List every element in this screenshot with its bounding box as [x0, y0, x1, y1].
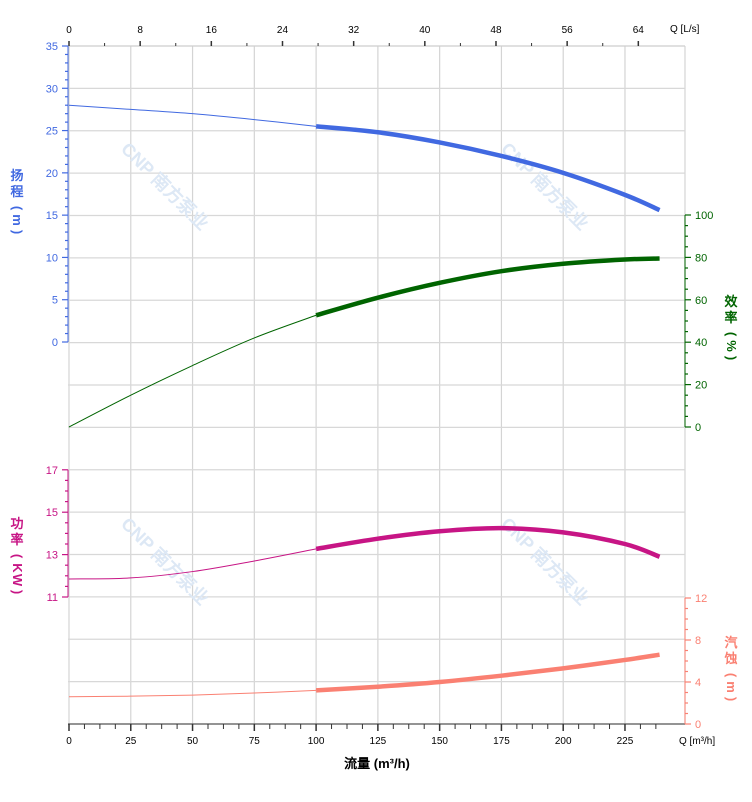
efficiency-axis-title-char: ( — [724, 332, 739, 337]
x-tick-label: 100 — [308, 736, 325, 747]
grid — [68, 45, 686, 725]
x2-tick-label: 16 — [206, 25, 218, 36]
axis-titles: 流量 (m³/h) Q [m³/h] Q [L/s] — [344, 24, 715, 771]
npsh-tick-label: 8 — [695, 635, 701, 647]
head-tick-label: 25 — [46, 126, 58, 138]
npsh-axis-title-char: 蚀 — [723, 651, 737, 666]
x-tick-label: 125 — [370, 736, 387, 747]
npsh-curve-thin — [68, 689, 317, 698]
head-curve-operating — [315, 124, 661, 213]
npsh-axis-title-char: m — [724, 681, 739, 693]
efficiency-axis-title-char: % — [724, 340, 739, 352]
power-axis-title-char: 功 — [10, 516, 23, 531]
x2-axis-end-label: Q [L/s] — [670, 24, 700, 35]
x2-tick-label: 48 — [490, 25, 502, 36]
efficiency-tick-label: 60 — [695, 295, 707, 307]
x2-tick-label: 8 — [137, 25, 143, 36]
watermark-logo: CNP 南方泵业 — [497, 138, 593, 234]
x2-tick-label: 24 — [277, 25, 289, 36]
vertical-axis-titles: 扬程(m)效率(%)功率(KW)汽蚀(m) — [10, 168, 739, 701]
efficiency-tick-label: 20 — [695, 380, 707, 392]
npsh-tick-label: 12 — [695, 593, 707, 605]
power-tick-label: 11 — [47, 592, 58, 604]
power-tick-label: 15 — [46, 507, 58, 519]
x2-tick-label: 64 — [633, 25, 645, 36]
npsh-axis-title-char: 汽 — [724, 635, 737, 650]
x2-tick-label: 0 — [66, 25, 72, 36]
power-tick-label: 13 — [46, 550, 58, 562]
watermark-logo: CNP 南方泵业 — [117, 513, 213, 609]
x-axis-end-label: Q [m³/h] — [679, 736, 715, 747]
head-curve-thin — [68, 104, 317, 127]
head-tick-label: 20 — [46, 168, 58, 180]
efficiency-axis-title-char: 率 — [724, 310, 737, 325]
head-tick-label: 15 — [46, 210, 58, 222]
curves — [68, 104, 661, 698]
x-tick-label: 200 — [555, 736, 572, 747]
power-axis-title-char: W — [10, 574, 25, 587]
efficiency-curve-operating — [315, 256, 660, 318]
power-axis-title-char: ( — [10, 554, 25, 559]
head-tick-label: 10 — [46, 252, 58, 264]
head-axis-title-char: 扬 — [10, 168, 23, 183]
head-axis-title-char: m — [10, 214, 25, 226]
head-axis-title-char: ( — [10, 206, 25, 211]
efficiency-curve-thin — [68, 314, 317, 428]
npsh-tick-label: 4 — [695, 677, 701, 689]
npsh-axis-title-char: ) — [724, 697, 739, 701]
efficiency-axis-title-char: 效 — [724, 294, 738, 309]
x2-tick-label: 32 — [348, 25, 360, 36]
power-axis-title-char: 率 — [10, 532, 23, 547]
head-tick-label: 5 — [52, 295, 58, 307]
head-axis-title-char: ) — [10, 230, 25, 234]
npsh-tick-label: 0 — [695, 719, 701, 731]
head-tick-label: 30 — [46, 83, 58, 95]
x-axis-title: 流量 (m³/h) — [344, 756, 410, 771]
efficiency-tick-label: 0 — [695, 422, 701, 434]
head-axis-title-char: 程 — [10, 184, 23, 199]
head-tick-label: 0 — [52, 337, 58, 349]
efficiency-tick-label: 80 — [695, 252, 707, 264]
x-tick-label: 0 — [66, 736, 72, 747]
efficiency-tick-label: 100 — [695, 210, 713, 222]
x-tick-label: 75 — [249, 736, 261, 747]
x-tick-label: 25 — [125, 736, 137, 747]
x2-tick-label: 40 — [419, 25, 431, 36]
npsh-curve-operating — [315, 652, 660, 693]
efficiency-tick-label: 40 — [695, 337, 707, 349]
power-axis-title-char: K — [10, 563, 25, 573]
power-axis-title-char: ) — [10, 590, 25, 594]
head-tick-label: 35 — [46, 41, 58, 53]
watermark-logo: CNP 南方泵业 — [117, 138, 213, 234]
power-curve-operating — [315, 525, 661, 559]
x2-tick-label: 56 — [562, 25, 574, 36]
power-curve-thin — [68, 548, 317, 580]
x-tick-label: 150 — [431, 736, 448, 747]
power-tick-label: 17 — [46, 465, 58, 477]
x-tick-label: 225 — [617, 736, 634, 747]
npsh-axis-title-char: ( — [724, 673, 739, 678]
efficiency-axis-title-char: ) — [724, 356, 739, 360]
x-tick-label: 50 — [187, 736, 199, 747]
x-tick-label: 175 — [493, 736, 510, 747]
